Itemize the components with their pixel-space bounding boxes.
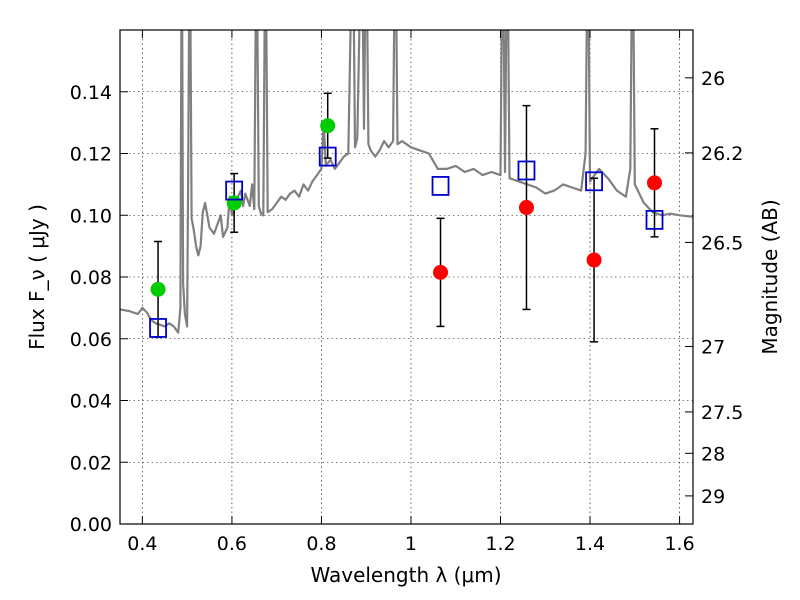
x-tick-label: 1.6 [664, 533, 694, 555]
y-tick-label: 0.04 [70, 391, 112, 413]
y-tick-label: 0.12 [70, 144, 112, 166]
mag-tick-label: 28 [701, 443, 725, 465]
ticks: 0.4 0.6 0.8 1 1.2 1.4 1.6 0.00 0.02 0.04 0.06 0.08 0… [70, 30, 743, 555]
mag-tick-label: 26.5 [701, 232, 743, 254]
y-tick-label: 0.00 [70, 514, 112, 536]
photometry-point [226, 195, 242, 211]
photometry-point [320, 118, 336, 134]
y-tick-label: 0.06 [70, 329, 112, 351]
x-tick-label: 0.4 [127, 533, 157, 555]
y-tick-label: 0.14 [70, 82, 112, 104]
grid [120, 30, 693, 525]
photometry-point [433, 264, 449, 280]
spectrum-line [120, 30, 693, 334]
model-square [585, 171, 603, 192]
mag-tick-label: 26 [701, 68, 725, 90]
mag-tick-label: 29 [701, 486, 725, 508]
photometry-point [586, 252, 602, 268]
model-square [225, 180, 244, 201]
mag-tick-label: 26.2 [701, 143, 743, 165]
x-tick-label: 1 [405, 533, 417, 555]
x-tick-label: 1.2 [485, 533, 515, 555]
model-square [318, 146, 337, 167]
x-tick-label: 0.6 [217, 533, 247, 555]
plot-area [120, 30, 693, 334]
model-square [149, 318, 167, 338]
y-tick-label: 0.10 [70, 205, 112, 227]
y2-axis-label: Magnitude (AB) [758, 199, 782, 354]
mag-tick-label: 27 [701, 336, 725, 358]
x-tick-label: 0.8 [306, 533, 336, 555]
y-tick-label: 0.02 [70, 452, 112, 474]
model-square [431, 176, 450, 196]
x-axis-label: Wavelength λ (μm) [310, 563, 501, 587]
y-tick-label: 0.08 [70, 267, 112, 289]
x-tick-label: 1.4 [575, 533, 605, 555]
y-axis-label: Flux F_ν ( μJy ) [25, 204, 49, 350]
mag-tick-label: 27.5 [701, 402, 743, 424]
model-square [517, 160, 536, 181]
photometry-point [518, 200, 534, 216]
photometry-point [150, 281, 166, 297]
markers [149, 92, 664, 343]
photometry-point [647, 175, 663, 191]
model-square [645, 209, 664, 230]
